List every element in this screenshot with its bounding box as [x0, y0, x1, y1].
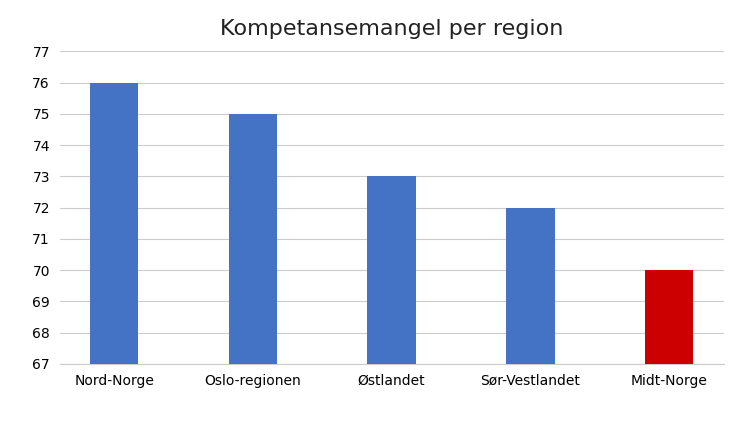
Bar [367, 176, 416, 428]
Bar [506, 208, 555, 428]
Bar [645, 270, 694, 428]
Bar [228, 114, 278, 428]
Bar [90, 83, 139, 428]
Title: Kompetansemangel per region: Kompetansemangel per region [220, 19, 563, 39]
